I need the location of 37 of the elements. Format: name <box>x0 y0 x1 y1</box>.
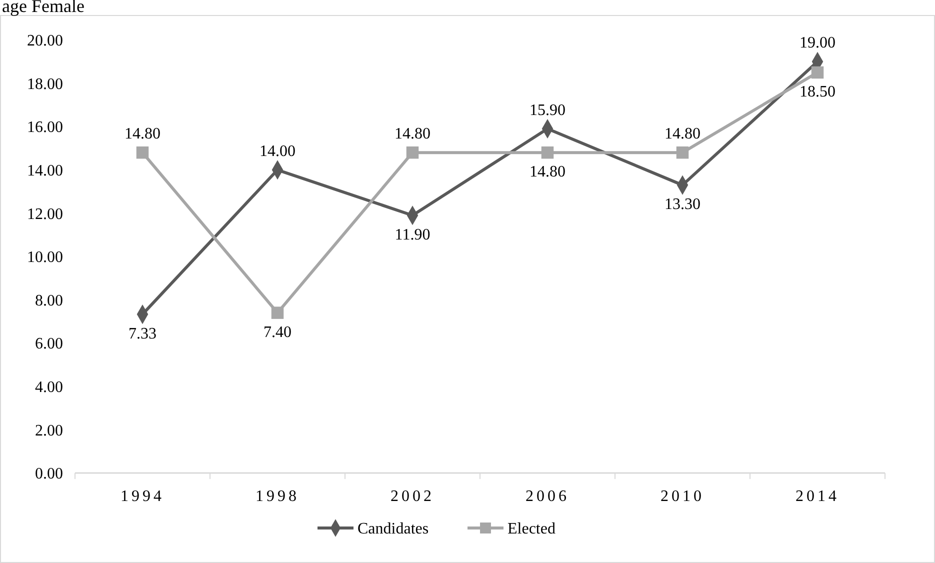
y-tick-label: 18.00 <box>27 76 63 93</box>
x-tick-label: 2014 <box>796 488 840 505</box>
x-tick-label: 1994 <box>120 488 164 505</box>
data-label: 7.40 <box>264 324 292 341</box>
x-tick-label: 2002 <box>390 488 434 505</box>
point <box>406 146 419 159</box>
y-tick-label: 6.00 <box>35 336 63 353</box>
data-label: 7.33 <box>128 325 156 342</box>
y-tick-label: 8.00 <box>35 292 63 310</box>
legend-label: Candidates <box>358 520 429 538</box>
data-label: 15.90 <box>530 102 566 119</box>
data-label: 14.00 <box>260 142 296 160</box>
x-tick-label: 2006 <box>526 488 570 505</box>
y-tick-label: 16.00 <box>27 119 63 136</box>
data-label: 14.80 <box>664 126 700 143</box>
y-tick-label: 4.00 <box>35 379 63 396</box>
y-tick-label: 14.00 <box>27 162 63 180</box>
point <box>136 146 149 159</box>
legend-label: Elected <box>508 520 556 538</box>
data-label: 18.50 <box>800 83 836 100</box>
data-label: 14.80 <box>124 126 160 143</box>
point <box>271 306 284 319</box>
y-tick-label: 2.00 <box>35 422 63 440</box>
point <box>676 146 689 159</box>
x-tick-label: 2010 <box>660 488 704 505</box>
data-label: 14.80 <box>394 126 430 143</box>
data-label: 13.30 <box>664 196 700 214</box>
y-tick-label: 10.00 <box>27 249 63 266</box>
point <box>811 66 824 79</box>
y-tick-label: 20.00 <box>27 32 63 50</box>
point <box>541 146 554 159</box>
data-label: 19.00 <box>800 34 836 52</box>
data-label: 11.90 <box>394 226 430 244</box>
x-tick-label: 1998 <box>256 488 300 505</box>
data-label: 14.80 <box>530 164 566 181</box>
y-tick-label: 0.00 <box>35 466 63 483</box>
y-tick-label: 12.00 <box>27 206 63 223</box>
